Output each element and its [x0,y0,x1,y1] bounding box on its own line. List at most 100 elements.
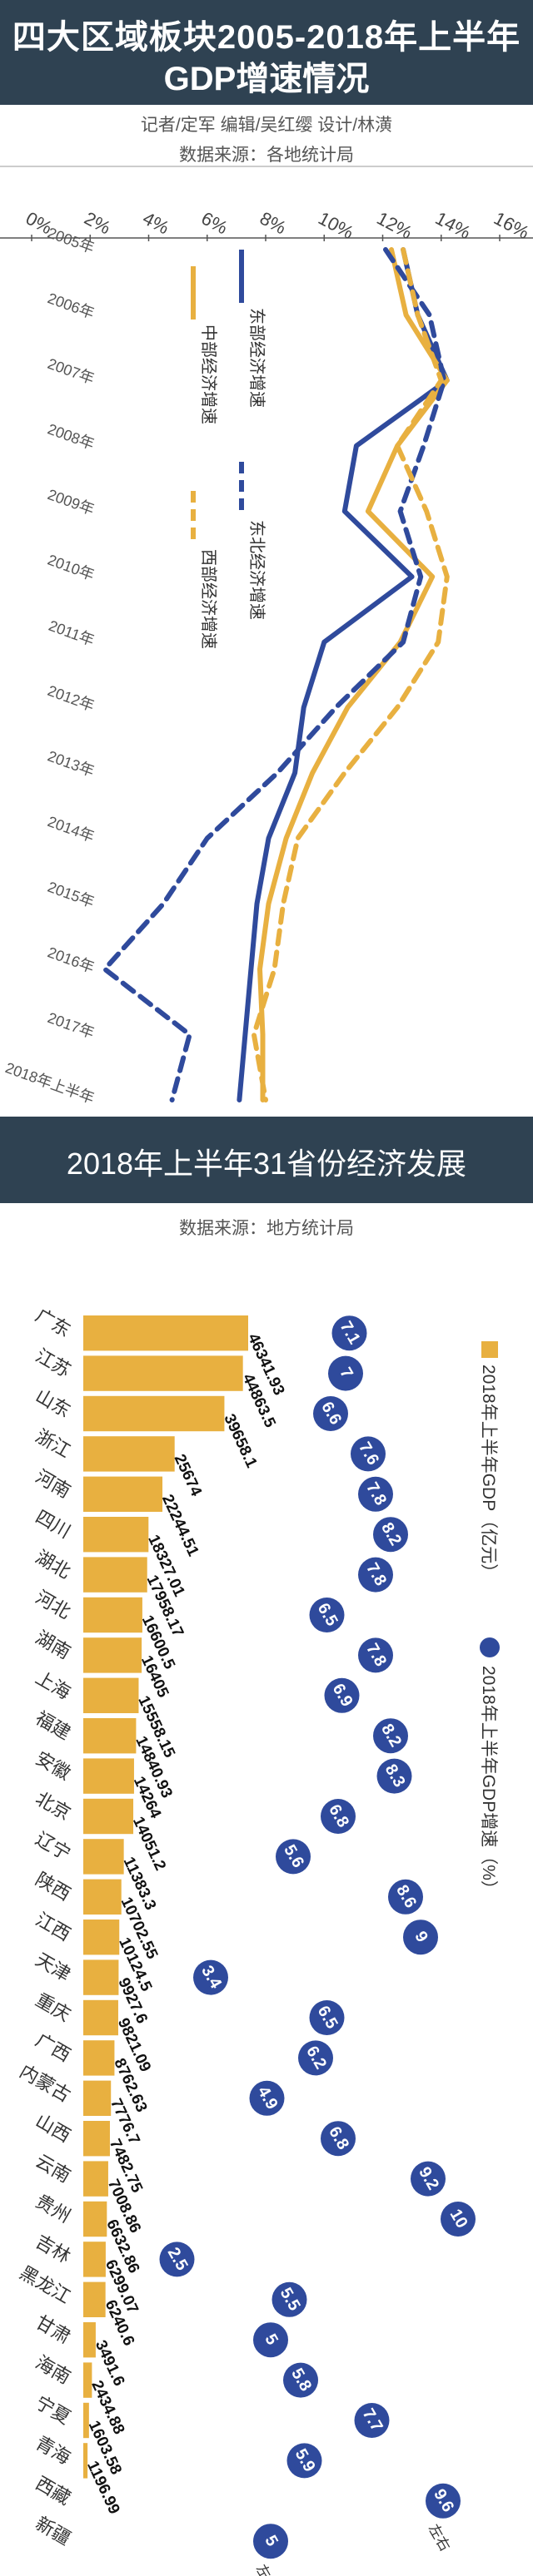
year-label: 2007年 [45,355,96,388]
province-label: 河南 [32,1466,74,1503]
growth-bubble [358,1476,393,1512]
growth-bubble [324,1677,360,1713]
section-source-note: 数据来源：地方统计局 [179,1219,354,1238]
gdp-bar [83,1999,118,2036]
province-label: 广西 [32,2029,74,2066]
legend-label: 东部经济增速 [247,308,266,408]
province-label: 安徽 [32,1747,74,1784]
province-label: 青海 [32,2432,74,2469]
legend-label: 西部经济增速 [199,549,218,649]
growth-note: 左右 [426,2522,453,2554]
year-label: 2011年 [47,617,97,649]
growth-bubble [373,1517,408,1553]
growth-bubble [328,1355,363,1391]
x-tick-label: 8% [257,207,290,238]
chart-title-line-2: GDP增速情况 [163,61,370,97]
gdp-bar [83,1920,120,1955]
gdp-bar [83,1677,139,1713]
gdp-bar [83,2080,112,2116]
bars-group: 广东46341.93江苏44863.5山东39658.1浙江25674河南222… [16,1305,287,2549]
growth-bubble [321,1799,356,1834]
growth-bubble [411,2161,446,2197]
growth-bubble [321,2121,356,2157]
growth-bubble [313,1396,348,1431]
province-label: 内蒙古 [16,2061,74,2107]
gdp-bar [83,2443,88,2479]
year-label: 2014年 [45,813,96,845]
growth-bubble [253,2524,288,2559]
gdp-bar [83,1839,124,1875]
gdp-bar [83,1959,119,1995]
province-label: 天津 [32,1949,74,1985]
province-label: 河北 [32,1587,74,1623]
gdp-bar [83,1436,175,1472]
growth-bubble [309,2000,345,2035]
year-label: 2016年 [45,944,96,976]
line-chart: 0% 2% 4% 6% 8% 10% 12% 14% 16% 2005年2006年2007年20… [0,166,533,1107]
gdp-bar [83,1637,142,1673]
gdp-bar [83,1798,134,1835]
growth-bubble [286,2443,322,2479]
province-label: 福建 [32,1707,74,1744]
province-label: 湖北 [32,1546,74,1583]
x-tick-label: 6% [198,207,232,238]
year-label: 2012年 [45,682,96,715]
province-label: 重庆 [32,1989,74,2026]
province-label: 西藏 [32,2473,74,2509]
province-label: 新疆 [32,2513,74,2549]
year-label: 2009年 [45,486,96,518]
growth-bubble [373,1718,408,1754]
growth-bubble [441,2202,476,2237]
year-label: 2006年 [45,290,96,322]
legend-circle [480,1637,500,1657]
legend-growth-label: 2018年上半年GDP增速（%） [479,1666,498,1898]
growth-bubble [388,1879,423,1915]
gdp-bar [83,1355,243,1391]
gdp-bar [83,1718,137,1754]
growth-bubble [253,2322,288,2358]
province-legend: 2018年上半年GDP（亿元） 2018年上半年GDP增速（%） [479,1341,500,1898]
growth-bubble [271,2281,307,2317]
legend-square [481,1341,498,1358]
growth-bubble [358,1637,393,1673]
province-label: 江苏 [32,1345,74,1381]
growth-bubble [249,2080,285,2116]
gdp-bar [83,2322,96,2358]
province-label: 贵州 [32,2191,74,2227]
gdp-value: 25674 [171,1452,206,1499]
province-label: 北京 [32,1788,74,1825]
year-label: 2018年上半年 [3,1059,97,1107]
growth-bubble [403,1920,438,1955]
gdp-bar [83,1476,163,1512]
series-group [102,247,450,1102]
series-line [102,247,447,1102]
section-title: 2018年上半年31省份经济发展 [66,1147,467,1181]
growth-bubble [159,2242,195,2277]
year-label: 2008年 [45,420,96,453]
province-label: 广东 [32,1305,74,1341]
gdp-bar [83,1517,149,1553]
province-label: 甘肃 [32,2311,74,2348]
province-label: 上海 [32,1667,74,1704]
section-band: 2018年上半年31省份经济发展 [0,1117,533,1203]
province-label: 山东 [32,1385,74,1422]
province-label: 辽宁 [32,1828,74,1865]
legend-label: 中部经济增速 [199,324,218,424]
header-band: 四大区域板块2005-2018年上半年 GDP增速情况 [0,0,533,105]
source-note: 数据来源：各地统计局 [179,146,354,165]
gdp-bar [83,1597,142,1633]
province-label: 浙江 [32,1425,74,1462]
province-label: 黑龙江 [16,2262,74,2308]
growth-bubble [276,1839,311,1875]
bubbles-group: 7.176.67.67.88.27.86.57.86.98.28.36.85.6… [159,1315,476,2576]
gdp-bar [83,2402,89,2439]
gdp-bar [83,2040,115,2076]
growth-bubble [283,2362,318,2398]
growth-bubble [309,1598,345,1632]
province-label: 云南 [32,2150,74,2187]
province-label: 海南 [32,2351,74,2388]
gdp-value: 39658.1 [220,1411,260,1471]
gdp-bar [83,2201,107,2237]
gdp-bar [83,1315,248,1351]
x-tick-label: 2% [81,207,114,238]
